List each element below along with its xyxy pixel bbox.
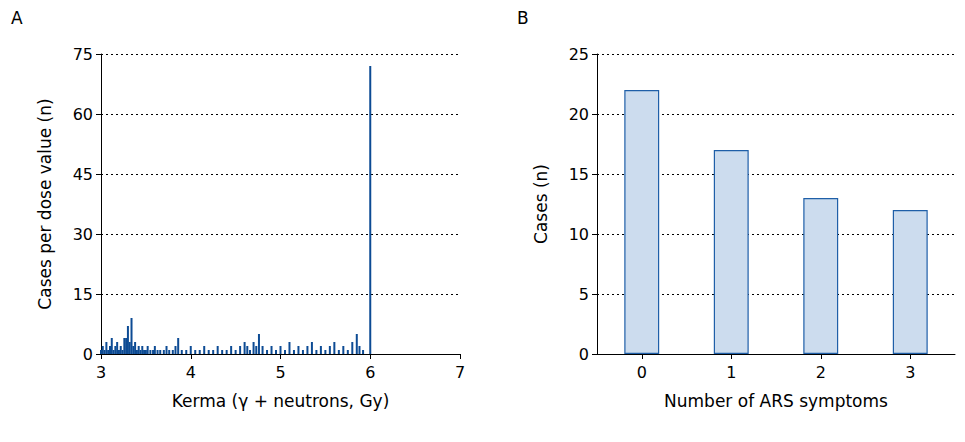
svg-text:1: 1 <box>726 363 736 382</box>
svg-text:B: B <box>517 8 529 28</box>
svg-text:25: 25 <box>569 45 589 64</box>
svg-text:Number of ARS symptoms: Number of ARS symptoms <box>664 391 888 411</box>
svg-text:15: 15 <box>73 285 93 304</box>
svg-text:5: 5 <box>275 363 285 382</box>
svg-text:75: 75 <box>73 45 93 64</box>
svg-text:0: 0 <box>83 345 93 364</box>
svg-text:20: 20 <box>569 105 589 124</box>
svg-text:10: 10 <box>569 225 589 244</box>
svg-text:15: 15 <box>569 165 589 184</box>
svg-text:4: 4 <box>186 363 196 382</box>
svg-text:Kerma (γ + neutrons, Gy): Kerma (γ + neutrons, Gy) <box>172 391 390 411</box>
svg-text:0: 0 <box>579 345 589 364</box>
svg-text:Cases (n): Cases (n) <box>531 164 551 244</box>
svg-text:6: 6 <box>365 363 375 382</box>
svg-text:Cases per dose value (n): Cases per dose value (n) <box>35 98 55 309</box>
svg-text:A: A <box>11 8 23 28</box>
svg-text:7: 7 <box>455 363 465 382</box>
svg-text:30: 30 <box>73 225 93 244</box>
svg-text:2: 2 <box>816 363 826 382</box>
svg-text:5: 5 <box>579 285 589 304</box>
svg-text:60: 60 <box>73 105 93 124</box>
svg-text:0: 0 <box>637 363 647 382</box>
svg-text:3: 3 <box>96 363 106 382</box>
svg-text:3: 3 <box>905 363 915 382</box>
svg-text:45: 45 <box>73 165 93 184</box>
